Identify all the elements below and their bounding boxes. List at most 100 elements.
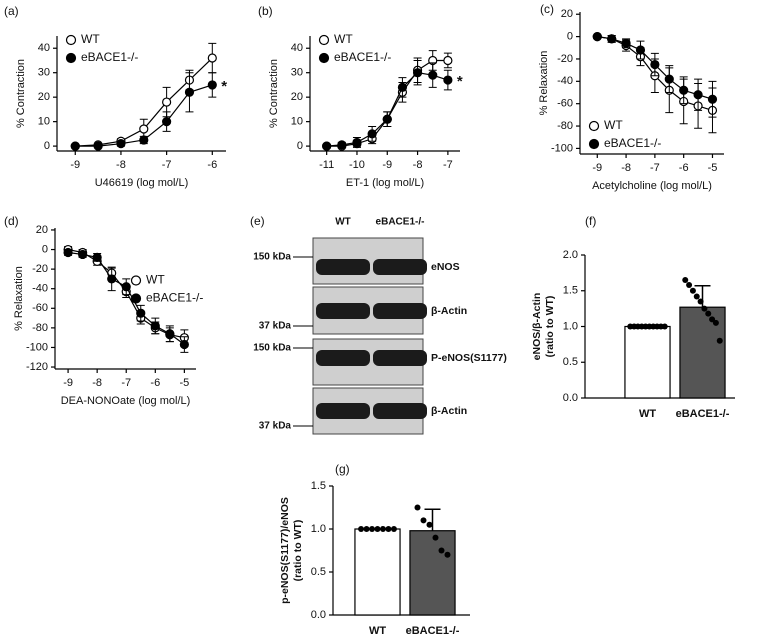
x-tick-label: -9 — [592, 162, 602, 174]
y-tick-label: -20 — [557, 53, 573, 65]
y-tick-label: 20 — [38, 91, 50, 103]
marker — [92, 252, 102, 262]
marker — [116, 139, 126, 149]
data-point — [697, 298, 704, 305]
marker — [139, 124, 149, 134]
data-point — [363, 526, 370, 532]
annotation: * — [221, 78, 227, 95]
y-tick-label: 30 — [38, 67, 50, 79]
y-tick-label: 20 — [291, 91, 303, 103]
y-axis-label: p-eNOS(S1177)/eNOS — [279, 497, 291, 604]
legend-label: eBACE1-/- — [81, 50, 138, 64]
x-tick-label: -5 — [708, 162, 718, 174]
row-label: β-Actin — [431, 405, 467, 417]
y-axis-label: (ratio to WT) — [292, 520, 304, 582]
size-marker: 37 kDa — [259, 321, 292, 332]
data-point — [369, 526, 376, 532]
row-label: β-Actin — [431, 305, 467, 317]
bar — [679, 306, 726, 399]
y-tick-label: 1.0 — [311, 523, 326, 535]
size-marker: 150 kDa — [253, 343, 291, 354]
legend-label: WT — [604, 118, 623, 132]
marker — [136, 308, 146, 318]
x-tick-label: -8 — [621, 162, 631, 174]
blot-band — [316, 259, 370, 275]
x-tick-label: -6 — [207, 159, 217, 171]
data-point — [682, 277, 689, 284]
y-tick-label: 0.5 — [563, 356, 578, 368]
x-tick-label: -9 — [63, 377, 73, 389]
marker — [78, 249, 88, 260]
row-label: eNOS — [431, 261, 460, 273]
marker — [150, 321, 160, 331]
x-axis-label: ET-1 (log mol/L) — [346, 177, 424, 189]
x-tick-label: -7 — [162, 159, 172, 171]
data-point — [426, 521, 433, 528]
data-point — [709, 316, 716, 323]
bar — [624, 325, 671, 399]
marker — [621, 38, 631, 48]
size-marker: 37 kDa — [259, 421, 292, 432]
legend-label: WT — [81, 32, 100, 46]
panel-label: (f) — [585, 214, 596, 228]
y-axis-label: % Relaxation — [538, 51, 550, 116]
x-axis-label: U46619 (log mol/L) — [95, 177, 189, 189]
bar — [409, 530, 456, 616]
x-tick-label: -10 — [349, 159, 365, 171]
y-tick-label: -20 — [32, 263, 48, 275]
x-tick-label: eBACE1-/- — [676, 408, 730, 420]
x-tick-label: WT — [639, 408, 656, 420]
marker — [337, 140, 347, 150]
marker — [322, 141, 332, 151]
y-tick-label: 0.5 — [311, 566, 326, 578]
y-tick-label: 2.0 — [563, 249, 578, 261]
annotation: * — [457, 73, 463, 90]
legend-marker — [318, 52, 330, 64]
panel-label: (e) — [250, 214, 265, 228]
y-tick-label: 0 — [42, 243, 48, 255]
data-point — [689, 287, 696, 294]
x-tick-label: -7 — [443, 159, 453, 171]
y-tick-label: 10 — [38, 116, 50, 128]
y-tick-label: -60 — [557, 98, 573, 110]
blot-band — [373, 350, 427, 366]
data-point — [420, 517, 427, 524]
x-axis-label: DEA-NONOate (log mol/L) — [61, 395, 191, 407]
panel-label: (b) — [258, 4, 273, 18]
data-point — [693, 293, 700, 300]
y-tick-label: -80 — [32, 322, 48, 334]
marker — [428, 70, 438, 80]
blot-band — [373, 403, 427, 419]
y-tick-label: 40 — [38, 42, 50, 54]
marker — [412, 68, 423, 78]
x-tick-label: WT — [369, 625, 386, 637]
data-point — [444, 551, 451, 558]
x-tick-label: eBACE1-/- — [406, 625, 460, 637]
data-point — [358, 526, 365, 532]
x-tick-label: -8 — [116, 159, 126, 171]
column-label: eBACE1-/- — [376, 217, 425, 228]
series-line — [326, 72, 449, 147]
blot-band — [316, 403, 370, 419]
y-tick-label: 0.0 — [563, 392, 578, 404]
y-tick-label: 10 — [291, 116, 303, 128]
y-tick-label: -40 — [557, 75, 573, 87]
y-tick-label: 0 — [567, 31, 573, 43]
x-tick-label: -6 — [679, 162, 689, 174]
y-tick-label: 20 — [36, 224, 48, 236]
error-bar — [424, 508, 441, 531]
data-point — [705, 310, 712, 317]
marker — [107, 274, 117, 284]
panel-label: (g) — [335, 462, 350, 476]
y-tick-label: -40 — [32, 283, 48, 295]
row-label: P-eNOS(S1177) — [431, 352, 507, 364]
marker — [664, 74, 674, 84]
legend-label: WT — [334, 32, 353, 46]
y-axis-label: % Contraction — [268, 59, 280, 128]
marker — [707, 94, 718, 104]
marker — [443, 75, 453, 85]
panel-label: (c) — [540, 2, 554, 16]
y-tick-label: 20 — [561, 8, 573, 20]
marker — [367, 129, 377, 139]
